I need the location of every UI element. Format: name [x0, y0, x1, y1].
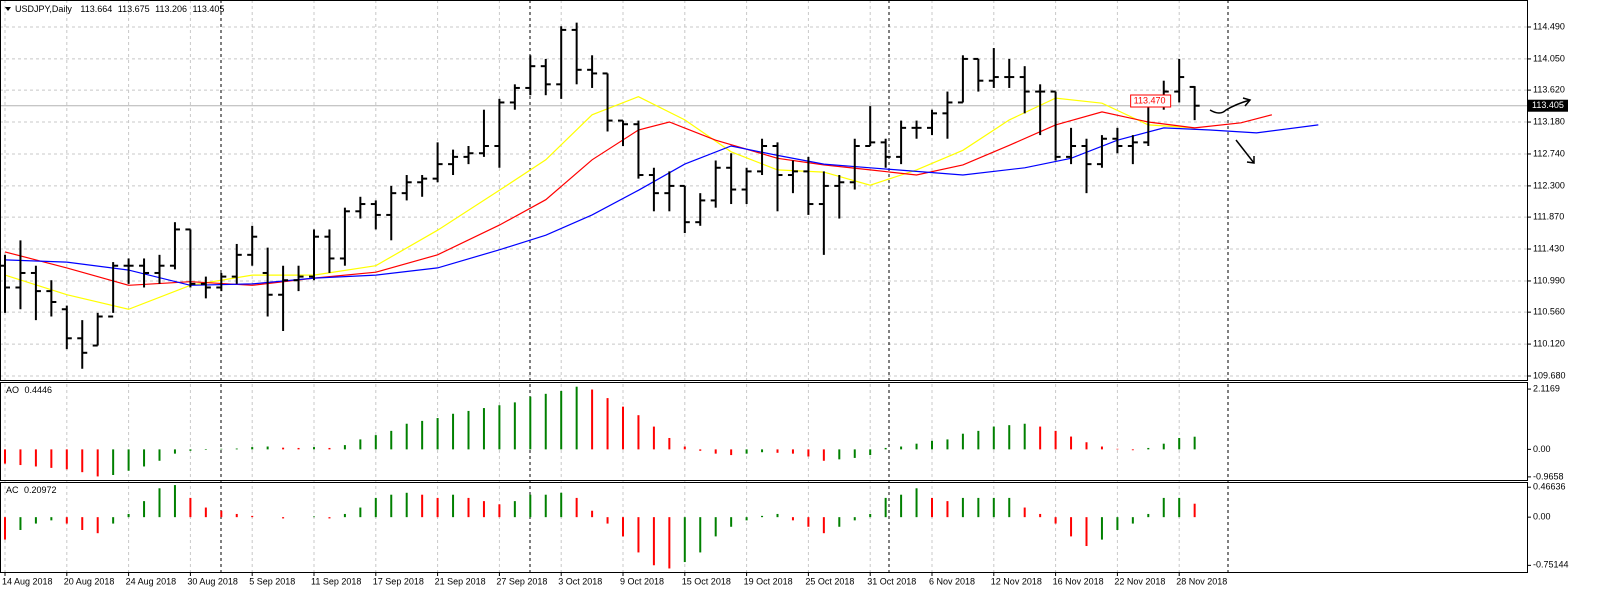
moving-average: [4, 96, 1195, 310]
y-tick-label: -0.9658: [1533, 471, 1564, 481]
y-tick-label: 111.430: [1533, 243, 1564, 253]
marks: [0, 22, 1319, 569]
y-tick-label: 0.00: [1533, 444, 1551, 454]
arrow-down-head: [1246, 156, 1255, 164]
open-value: 113.664: [80, 4, 112, 14]
price-label: 113.470: [1134, 95, 1166, 105]
ao-value: 0.4446: [25, 385, 53, 395]
x-tick-label: 22 Nov 2018: [1114, 576, 1165, 586]
x-tick-label: 25 Oct 2018: [805, 576, 854, 586]
x-tick-label: 21 Sep 2018: [435, 576, 486, 586]
y-tick-label: 114.490: [1533, 21, 1565, 31]
x-tick-label: 20 Aug 2018: [64, 576, 115, 586]
period-separators: [220, 0, 1229, 572]
ao-panel: [0, 382, 1528, 481]
high-value: 113.675: [118, 4, 150, 14]
x-tick-label: 3 Oct 2018: [558, 576, 602, 586]
symbol: USDJPY,Daily: [15, 4, 72, 14]
x-tick-label: 31 Oct 2018: [867, 576, 916, 586]
arrow-up: [1209, 99, 1251, 114]
ac-title: AC: [6, 485, 19, 495]
drawn-arrows: [1209, 97, 1255, 164]
arrow-down: [1235, 139, 1255, 164]
y-tick-label: 111.870: [1533, 211, 1564, 221]
low-value: 113.206: [155, 4, 187, 14]
y-tick-label: 2.1169: [1533, 383, 1560, 393]
y-tick-label: 110.560: [1533, 307, 1565, 317]
y-tick-label: 109.680: [1533, 370, 1566, 380]
x-tick-label: 15 Oct 2018: [682, 576, 731, 586]
y-tick-label: 113.620: [1533, 84, 1565, 94]
y-tick-label: 113.180: [1533, 116, 1565, 126]
price-label-box: [1130, 94, 1172, 108]
ao-header: AO 0.4446: [6, 385, 52, 395]
y-tick-label: 112.740: [1533, 148, 1565, 158]
ac-value: 0.20972: [24, 485, 57, 495]
x-tick-label: 16 Nov 2018: [1053, 576, 1104, 586]
labels: 114.490 114.050 113.620 113.180 112.740 112.3…: [2, 21, 1569, 586]
x-tick-label: 11 Sep 2018: [311, 576, 361, 586]
x-tick-label: 5 Sep 2018: [249, 576, 295, 586]
y-tick-label: 110.120: [1533, 338, 1565, 348]
x-tick-label: 30 Aug 2018: [187, 576, 238, 586]
panel-frames: [0, 0, 1528, 573]
x-tick-label: 12 Nov 2018: [991, 576, 1042, 586]
ao-title: AO: [6, 385, 19, 395]
grid: [0, 0, 1527, 572]
x-tick-label: 9 Oct 2018: [620, 576, 664, 586]
x-tick-label: 28 Nov 2018: [1176, 576, 1227, 586]
close-value: 113.405: [193, 4, 225, 14]
ac-panel: [0, 482, 1528, 573]
arrow-up-head: [1242, 97, 1252, 107]
y-tick-label: 112.300: [1533, 180, 1565, 190]
moving-average: [4, 111, 1273, 286]
main-header: USDJPY,Daily 113.664 113.675 113.206 113…: [15, 4, 224, 14]
x-tick-label: 14 Aug 2018: [2, 576, 53, 586]
y-tick-label: 114.050: [1533, 53, 1565, 63]
current-price-tag: [1528, 99, 1568, 112]
moving-average: [4, 124, 1319, 286]
y-tick-label: 0.46636: [1533, 482, 1566, 492]
menu-triangle: [5, 7, 11, 11]
ac-header: AC 0.20972: [6, 485, 57, 495]
y-tick-label: 110.990: [1533, 275, 1565, 285]
x-tick-label: 27 Sep 2018: [496, 576, 547, 586]
x-tick-label: 17 Sep 2018: [373, 576, 424, 586]
x-tick-label: 6 Nov 2018: [929, 576, 975, 586]
main-panel: [0, 0, 1528, 381]
y-tick-label: 0.00: [1533, 512, 1551, 522]
x-tick-label: 24 Aug 2018: [126, 576, 177, 586]
current-price-text: 113.405: [1532, 100, 1564, 110]
y-tick-label: -0.75144: [1533, 560, 1569, 570]
x-tick-label: 19 Oct 2018: [744, 576, 793, 586]
